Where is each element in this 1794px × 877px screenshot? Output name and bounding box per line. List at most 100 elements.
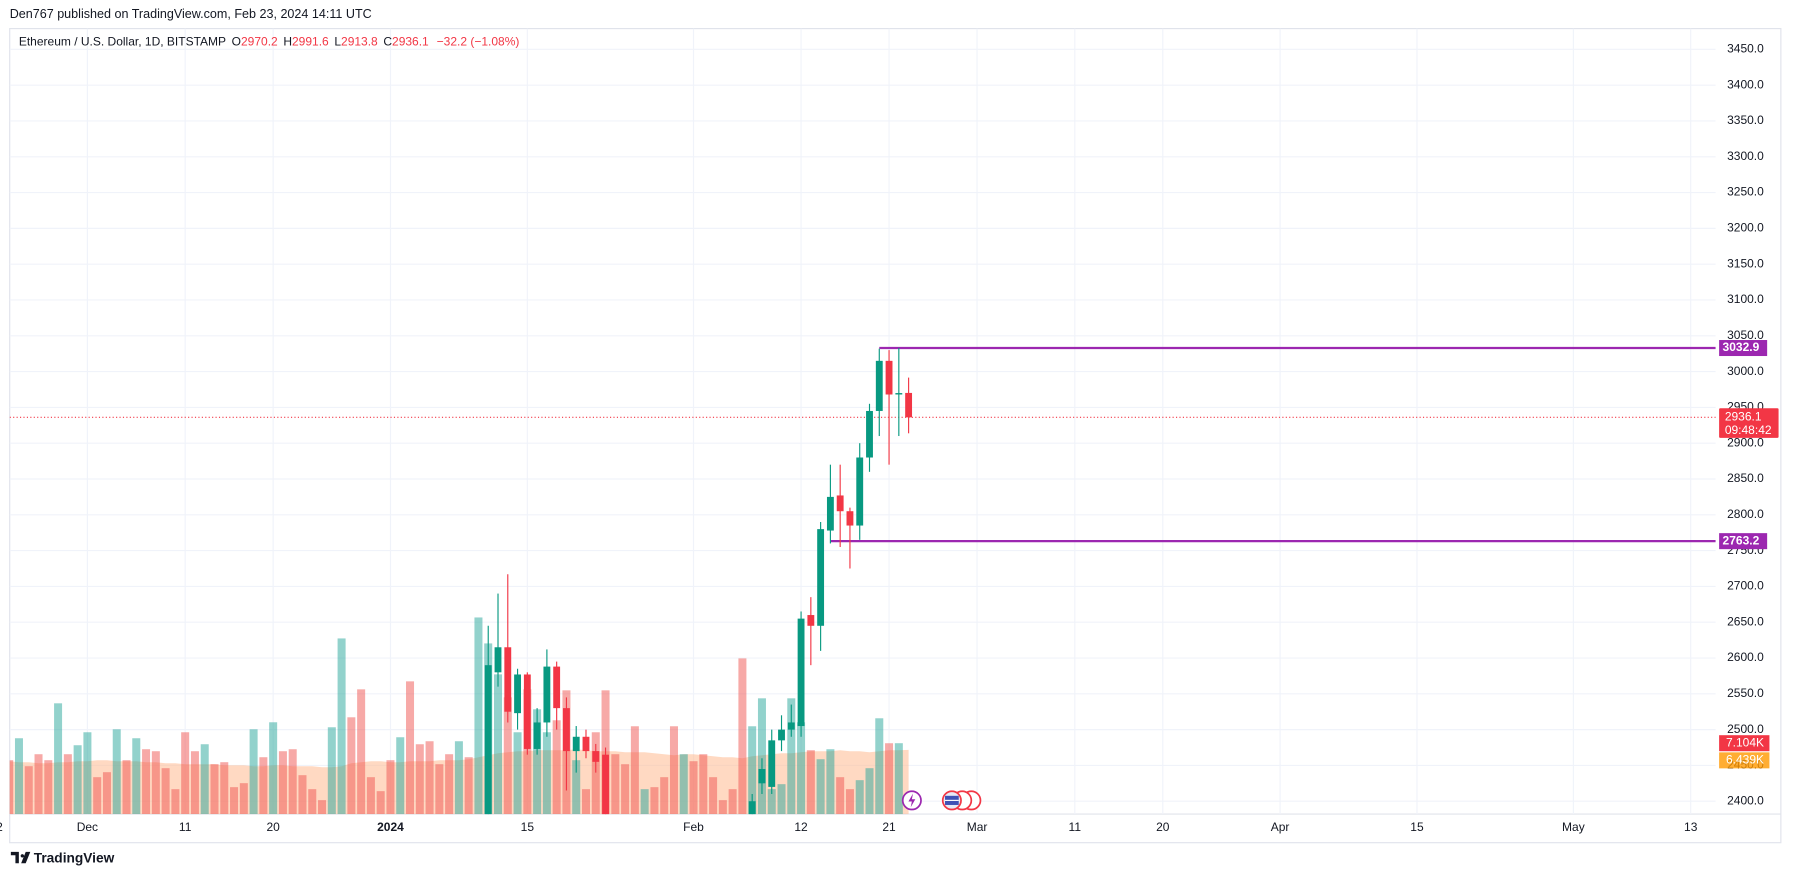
volume-ma-label-box (1719, 752, 1770, 769)
volume-bar (396, 737, 405, 815)
candle-body (758, 768, 766, 784)
candle-body (895, 393, 903, 395)
high-value: 2991.6 (292, 34, 329, 48)
volume-bar (9, 760, 14, 815)
volume-bar (142, 749, 151, 815)
volume-bar (73, 745, 82, 815)
candle-body (494, 647, 502, 673)
volume-bar (503, 697, 512, 815)
volume-bar (728, 789, 737, 815)
volume-bar (464, 757, 473, 815)
y-tick-label: 2700.0 (1727, 579, 1764, 593)
y-tick-label: 3400.0 (1727, 77, 1764, 91)
y-tick-label: 2500.0 (1727, 722, 1764, 736)
candle-body (523, 674, 531, 749)
volume-bar (787, 698, 796, 815)
volume-bar (337, 638, 346, 815)
volume-bar (894, 743, 903, 815)
volume-bar (494, 674, 503, 815)
open-value: 2970.2 (241, 34, 278, 48)
x-tick-label: 21 (882, 820, 896, 834)
volume-label-box (1719, 735, 1770, 752)
y-tick-label: 3300.0 (1727, 149, 1764, 163)
volume-bar (63, 754, 72, 815)
volume-bar (93, 777, 102, 815)
volume-bar (836, 777, 845, 815)
volume-bar (151, 751, 160, 815)
candle-body (484, 665, 492, 815)
level-label-box (1719, 533, 1768, 550)
low-value: 2913.8 (341, 34, 378, 48)
candle-body (826, 496, 834, 531)
candle-body (553, 666, 561, 709)
volume-bar (239, 783, 248, 815)
volume-bar (249, 729, 258, 815)
volume-bar (269, 722, 278, 815)
level-label: 3032.9 (1723, 340, 1760, 354)
volume-bar (171, 789, 180, 815)
candle-body (807, 615, 815, 626)
volume-bar (278, 751, 287, 815)
y-tick-label: 3250.0 (1727, 185, 1764, 199)
candle-body (905, 392, 913, 418)
volume-bar (122, 760, 131, 815)
lightning-glyph (908, 793, 916, 808)
volume-label: 7.104K (1726, 735, 1764, 749)
volume-bar (366, 777, 375, 815)
chart-frame (9, 28, 1782, 844)
candle-body (856, 457, 864, 526)
volume-bar (748, 726, 757, 815)
volume-bar (34, 754, 43, 815)
volume-bar (14, 738, 23, 815)
volume-bar (347, 717, 356, 815)
candle-body (563, 708, 570, 752)
volume-bar (552, 720, 561, 815)
x-tick-label: 20 (1156, 820, 1170, 834)
x-tick-label: 20 (266, 820, 280, 834)
candle-body (592, 751, 600, 762)
volume-bar (102, 772, 111, 815)
volume-bar (709, 777, 718, 815)
candle-body (817, 529, 825, 626)
volume-bar (826, 749, 835, 815)
volume-bar (885, 743, 894, 815)
x-tick-label: 2024 (377, 820, 404, 834)
volume-bar (190, 751, 199, 815)
volume-bar (230, 787, 239, 815)
y-tick-label: 2800.0 (1727, 507, 1764, 521)
volume-bar (630, 726, 639, 815)
candle-body (582, 736, 590, 752)
level-label-box (1719, 340, 1768, 357)
candle-body (787, 722, 795, 730)
brand-name: TradingView (34, 850, 115, 865)
volume-bar (406, 681, 415, 815)
volume-bar (669, 726, 678, 815)
x-tick-label: Feb (683, 820, 704, 834)
volume-bar (435, 764, 444, 815)
volume-bar (513, 732, 522, 815)
candle-body (768, 740, 776, 787)
candle-body (543, 666, 551, 723)
volume-bar (621, 764, 630, 815)
y-tick-label: 2600.0 (1727, 650, 1764, 664)
volume-bar (572, 760, 581, 815)
volume-bar (376, 791, 385, 815)
volume-bar (581, 789, 590, 815)
x-tick-label: 15 (1410, 820, 1424, 834)
volume-bar (220, 762, 229, 815)
candle-body (533, 722, 541, 749)
change: −32.2 (−1.08%) (437, 34, 520, 48)
volume-bar (777, 784, 786, 815)
x-tick-label: Mar (967, 820, 988, 834)
volume-bar (24, 766, 33, 815)
brand[interactable]: TradingView (10, 850, 115, 865)
candle-body (748, 801, 756, 815)
y-tick-label: 2400.0 (1727, 793, 1764, 807)
publisher: Den767 published on TradingView.com, Feb… (10, 7, 372, 21)
volume-bar (200, 744, 209, 815)
volume-bar (112, 729, 121, 815)
event-icons[interactable] (901, 790, 982, 811)
y-tick-label: 3000.0 (1727, 364, 1764, 378)
volume-bar (357, 689, 366, 815)
volume-bar (738, 658, 747, 815)
